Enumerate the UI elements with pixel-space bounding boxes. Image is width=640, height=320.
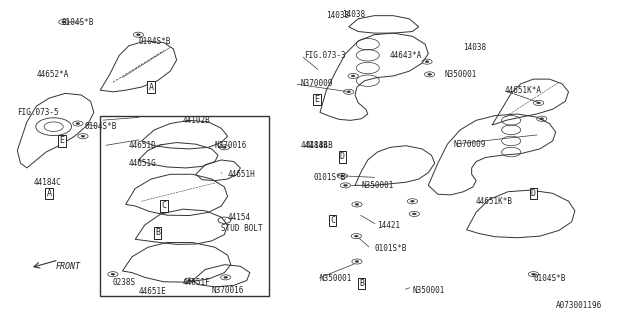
Circle shape [347,91,351,93]
Text: STUD BOLT: STUD BOLT [221,224,263,233]
Text: 44184C: 44184C [33,178,61,187]
Circle shape [425,61,429,63]
Text: 44651F: 44651F [183,278,211,287]
Text: 44652*A: 44652*A [36,70,69,79]
Text: A: A [148,83,154,92]
Text: N350001: N350001 [362,181,394,190]
Text: 44184B: 44184B [306,140,333,149]
Text: 0101S*B: 0101S*B [314,173,346,182]
Circle shape [81,135,85,137]
Text: A: A [47,189,52,198]
Circle shape [340,175,344,177]
Text: 0104S*B: 0104S*B [534,275,566,284]
Circle shape [223,146,227,148]
Text: 14421: 14421 [378,220,401,229]
Circle shape [111,273,115,275]
Text: 0238S: 0238S [113,278,136,287]
Text: 0104S*B: 0104S*B [138,36,171,45]
Text: N370016: N370016 [215,141,247,150]
Circle shape [355,235,358,237]
Text: 44184B: 44184B [301,141,328,150]
Text: N370009: N370009 [454,140,486,148]
Text: 44651H: 44651H [228,170,255,179]
Text: FIG.073-5: FIG.073-5 [17,108,59,117]
Text: D: D [531,189,536,198]
Text: 14038: 14038 [326,11,349,20]
Bar [100,116,269,296]
Text: 44651K*B: 44651K*B [476,197,513,206]
Circle shape [62,21,66,23]
Text: E: E [314,95,319,104]
Text: N370009: N370009 [301,79,333,88]
Circle shape [410,200,414,202]
Text: C: C [161,202,166,211]
Text: N350001: N350001 [320,275,353,284]
Text: E: E [60,136,65,146]
Text: A073001196: A073001196 [556,301,602,310]
Text: N350001: N350001 [412,285,445,295]
Circle shape [537,102,540,104]
Text: 14038: 14038 [463,43,486,52]
Circle shape [136,34,140,36]
Text: 44102B: 44102B [183,116,211,125]
Circle shape [355,260,359,262]
Text: 0104S*B: 0104S*B [62,18,94,27]
Text: 14038: 14038 [342,10,365,19]
Circle shape [412,213,416,215]
Text: C: C [330,216,335,225]
Text: 44651E: 44651E [138,287,166,296]
Text: 0101S*B: 0101S*B [374,244,406,253]
Circle shape [344,184,348,186]
Text: D: D [340,152,345,161]
Text: 44651G: 44651G [129,159,157,168]
Circle shape [355,204,359,205]
Circle shape [428,73,431,75]
Text: 44154: 44154 [228,212,251,222]
Circle shape [532,273,536,275]
Text: 0104S*B: 0104S*B [84,122,116,131]
Text: B: B [359,279,364,288]
Text: B: B [155,228,160,237]
Text: 44651D: 44651D [129,141,157,150]
Circle shape [540,118,543,120]
Text: N370016: N370016 [212,285,244,295]
Text: N350001: N350001 [444,70,477,79]
Circle shape [351,75,355,77]
Text: FIG.073-3: FIG.073-3 [304,51,346,60]
Text: FRONT: FRONT [56,262,81,271]
Circle shape [188,280,191,282]
Circle shape [224,276,228,278]
Text: 44643*A: 44643*A [390,51,422,60]
Circle shape [76,123,80,124]
Text: 44651K*A: 44651K*A [505,86,542,95]
